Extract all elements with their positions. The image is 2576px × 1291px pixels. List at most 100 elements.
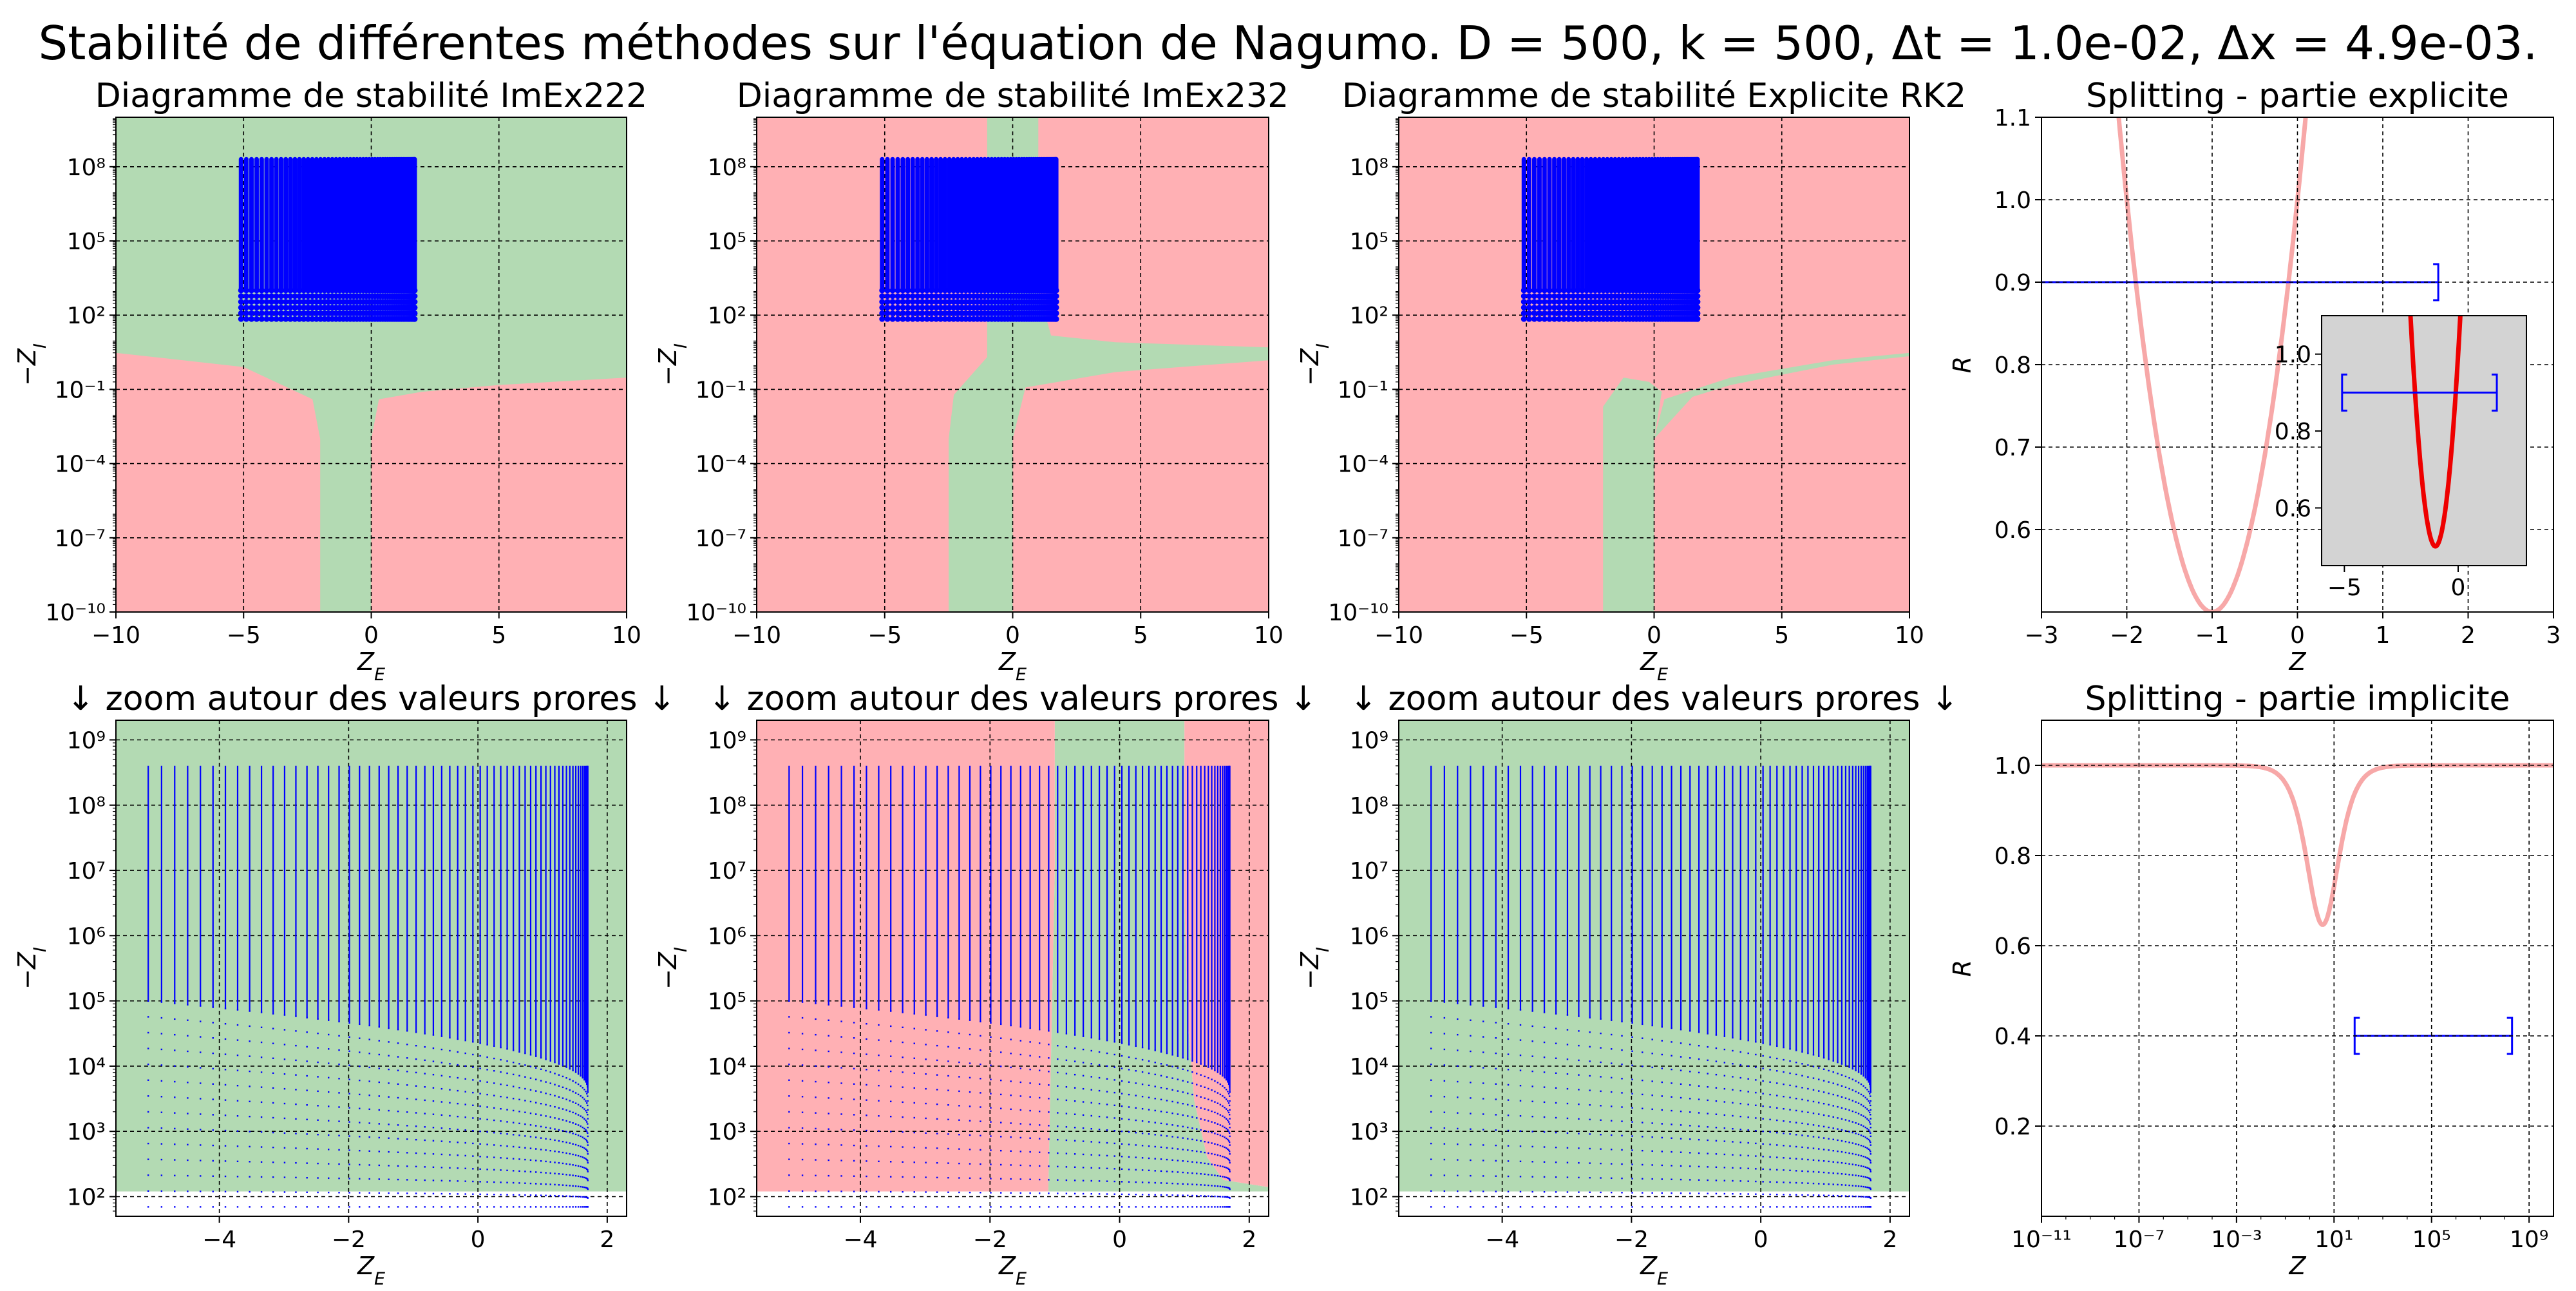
eigenvalue-point bbox=[1099, 1051, 1100, 1053]
eigenvalue-point bbox=[1200, 1096, 1201, 1098]
eigenvalue-point bbox=[513, 1074, 514, 1075]
eigenvalue-point bbox=[878, 1176, 879, 1177]
eigenvalue-point bbox=[1211, 1185, 1212, 1186]
eigenvalue-point bbox=[1866, 1187, 1868, 1188]
eigenvalue-point bbox=[1177, 1067, 1179, 1068]
eigenvalue-point bbox=[558, 1162, 560, 1163]
eigenvalue-point bbox=[1091, 1076, 1092, 1077]
eigenvalue-point bbox=[379, 1054, 380, 1055]
eigenvalue-point bbox=[397, 1029, 399, 1030]
eigenvalue-point bbox=[1200, 1151, 1201, 1152]
eigenvalue-point bbox=[406, 1206, 408, 1207]
eigenvalue-point bbox=[572, 1196, 573, 1197]
eigenvalue-point bbox=[200, 1191, 201, 1192]
y-tick-label: 10⁷ bbox=[1350, 858, 1388, 885]
eigenvalue-point bbox=[583, 1089, 585, 1090]
eigenvalue-point bbox=[161, 1049, 162, 1050]
y-axis-label: −ZI bbox=[13, 947, 50, 990]
eigenvalue-point bbox=[1762, 1156, 1763, 1157]
eigenvalue-point bbox=[306, 1031, 307, 1033]
eigenvalue-point bbox=[1858, 1175, 1859, 1176]
eigenvalue-point bbox=[379, 1178, 380, 1180]
y-tick-label: 10⁴ bbox=[1350, 1054, 1388, 1080]
eigenvalue-point bbox=[147, 1016, 149, 1017]
eigenvalue-point bbox=[545, 1206, 546, 1207]
eigenvalue-point bbox=[1229, 1091, 1230, 1093]
eigenvalue-point bbox=[424, 1033, 425, 1034]
eigenvalue-point bbox=[1642, 1108, 1643, 1109]
eigenvalue-point bbox=[295, 1162, 296, 1163]
eigenvalue-point bbox=[1611, 1020, 1612, 1021]
eigenvalue-point bbox=[1776, 1206, 1777, 1207]
eigenvalue-point bbox=[853, 1053, 855, 1054]
eigenvalue-point bbox=[338, 1120, 339, 1122]
eigenvalue-point bbox=[1762, 1055, 1763, 1057]
eigenvalue-point bbox=[1807, 1194, 1808, 1196]
eigenvalue-point bbox=[1114, 1130, 1115, 1131]
eigenvalue-point bbox=[1057, 1139, 1058, 1140]
eigenvalue-point bbox=[990, 1149, 991, 1151]
eigenvalue-point bbox=[1226, 1118, 1227, 1120]
eigenvalue-point bbox=[1578, 1015, 1579, 1017]
eigenvalue-point bbox=[1858, 1206, 1859, 1207]
eigenvalue-point bbox=[565, 1163, 567, 1164]
eigenvalue-point bbox=[1187, 1093, 1188, 1094]
eigenvalue-point bbox=[1858, 1082, 1859, 1083]
eigenvalue-point bbox=[866, 1099, 867, 1100]
eigenvalue-point bbox=[1724, 1180, 1725, 1181]
eigenvalue-point bbox=[586, 1102, 587, 1104]
eigenvalue-point bbox=[1220, 1124, 1221, 1125]
eigenvalue-point bbox=[1229, 1198, 1230, 1199]
eigenvalue-point bbox=[1171, 1147, 1173, 1149]
eigenvalue-point bbox=[1187, 1195, 1188, 1196]
eigenvalue-point bbox=[562, 1076, 564, 1077]
y-tick-label: 10⁷ bbox=[67, 858, 106, 885]
eigenvalue-point bbox=[1818, 1148, 1819, 1149]
eigenvalue-point bbox=[1106, 1091, 1108, 1092]
eigenvalue-point bbox=[1482, 1175, 1484, 1176]
eigenvalue-point bbox=[1724, 1088, 1725, 1089]
eigenvalue-point bbox=[1187, 1115, 1188, 1116]
eigenvalue-point bbox=[1841, 1085, 1842, 1087]
eigenvalue-point bbox=[1000, 1094, 1001, 1095]
eigenvalue-point bbox=[1870, 1136, 1871, 1137]
figure-suptitle: Stabilité de différentes méthodes sur l'… bbox=[39, 16, 2538, 70]
eigenvalue-point bbox=[1544, 1011, 1545, 1013]
eigenvalue-point bbox=[1865, 1167, 1866, 1168]
eigenvalue-point bbox=[788, 1143, 790, 1144]
eigenvalue-point bbox=[947, 1192, 949, 1193]
eigenvalue-point bbox=[578, 1124, 579, 1125]
eigenvalue-point bbox=[1642, 1024, 1643, 1025]
eigenvalue-point bbox=[1074, 1074, 1075, 1075]
eigenvalue-point bbox=[1054, 299, 1059, 305]
eigenvalue-point bbox=[1783, 1059, 1784, 1060]
eigenvalue-point bbox=[1057, 1112, 1058, 1113]
eigenvalue-point bbox=[578, 1094, 579, 1095]
eigenvalue-point bbox=[1482, 1051, 1484, 1053]
eigenvalue-point bbox=[1724, 1154, 1725, 1155]
eigenvalue-point bbox=[1495, 1176, 1497, 1177]
eigenvalue-point bbox=[866, 1160, 867, 1162]
eigenvalue-point bbox=[550, 1060, 551, 1062]
eigenvalue-point bbox=[1762, 1080, 1763, 1082]
eigenvalue-point bbox=[328, 1134, 329, 1136]
eigenvalue-point bbox=[1057, 1045, 1058, 1046]
eigenvalue-point bbox=[161, 1127, 162, 1129]
eigenvalue-point bbox=[1694, 299, 1700, 305]
eigenvalue-point bbox=[1106, 1206, 1108, 1207]
eigenvalue-point bbox=[1148, 1158, 1150, 1159]
eigenvalue-point bbox=[1828, 1149, 1829, 1151]
eigenvalue-point bbox=[1865, 1077, 1866, 1078]
eigenvalue-point bbox=[479, 1118, 480, 1119]
eigenvalue-point bbox=[550, 1206, 551, 1207]
eigenvalue-point bbox=[1600, 1018, 1601, 1019]
y-axis-label: R bbox=[1948, 356, 1976, 373]
eigenvalue-point bbox=[1567, 1058, 1568, 1060]
eigenvalue-point bbox=[1858, 1144, 1859, 1145]
eigenvalue-point bbox=[415, 1112, 417, 1113]
eigenvalue-point bbox=[1865, 1116, 1866, 1118]
eigenvalue-point bbox=[1200, 1107, 1201, 1109]
eigenvalue-point bbox=[587, 1171, 589, 1172]
eigenvalue-point bbox=[493, 1181, 495, 1183]
eigenvalue-point bbox=[1689, 1071, 1690, 1072]
